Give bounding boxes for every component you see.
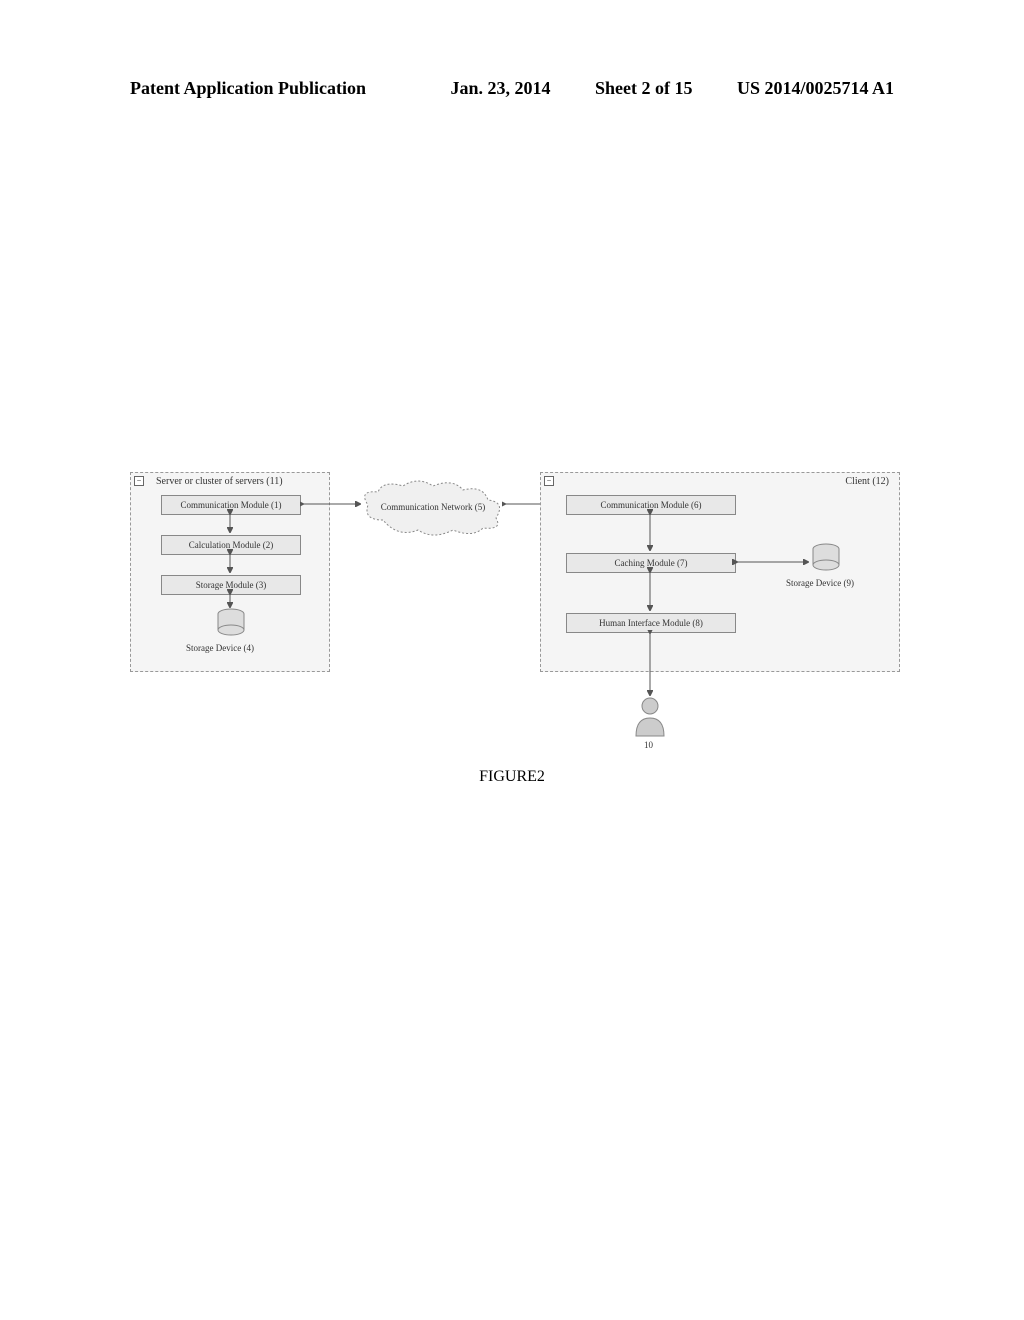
server-cloud-arrow	[300, 494, 365, 514]
network-label: Communication Network (5)	[373, 502, 493, 512]
user-label: 10	[644, 740, 653, 750]
user-icon	[632, 696, 668, 738]
network-cloud: Communication Network (5)	[358, 480, 508, 540]
header-date: Jan. 23, 2014	[451, 78, 551, 99]
header-sheet: Sheet 2 of 15	[595, 78, 693, 99]
header-left: Patent Application Publication	[130, 78, 366, 99]
hmi-user-arrow	[640, 630, 660, 700]
figure-caption: FIGURE2	[479, 768, 545, 786]
page-header: Patent Application Publication Jan. 23, …	[0, 78, 1024, 99]
header-right: US 2014/0025714 A1	[737, 78, 894, 99]
client-arrows	[540, 472, 900, 672]
diagram: − Server or cluster of servers (11) Comm…	[130, 472, 900, 792]
